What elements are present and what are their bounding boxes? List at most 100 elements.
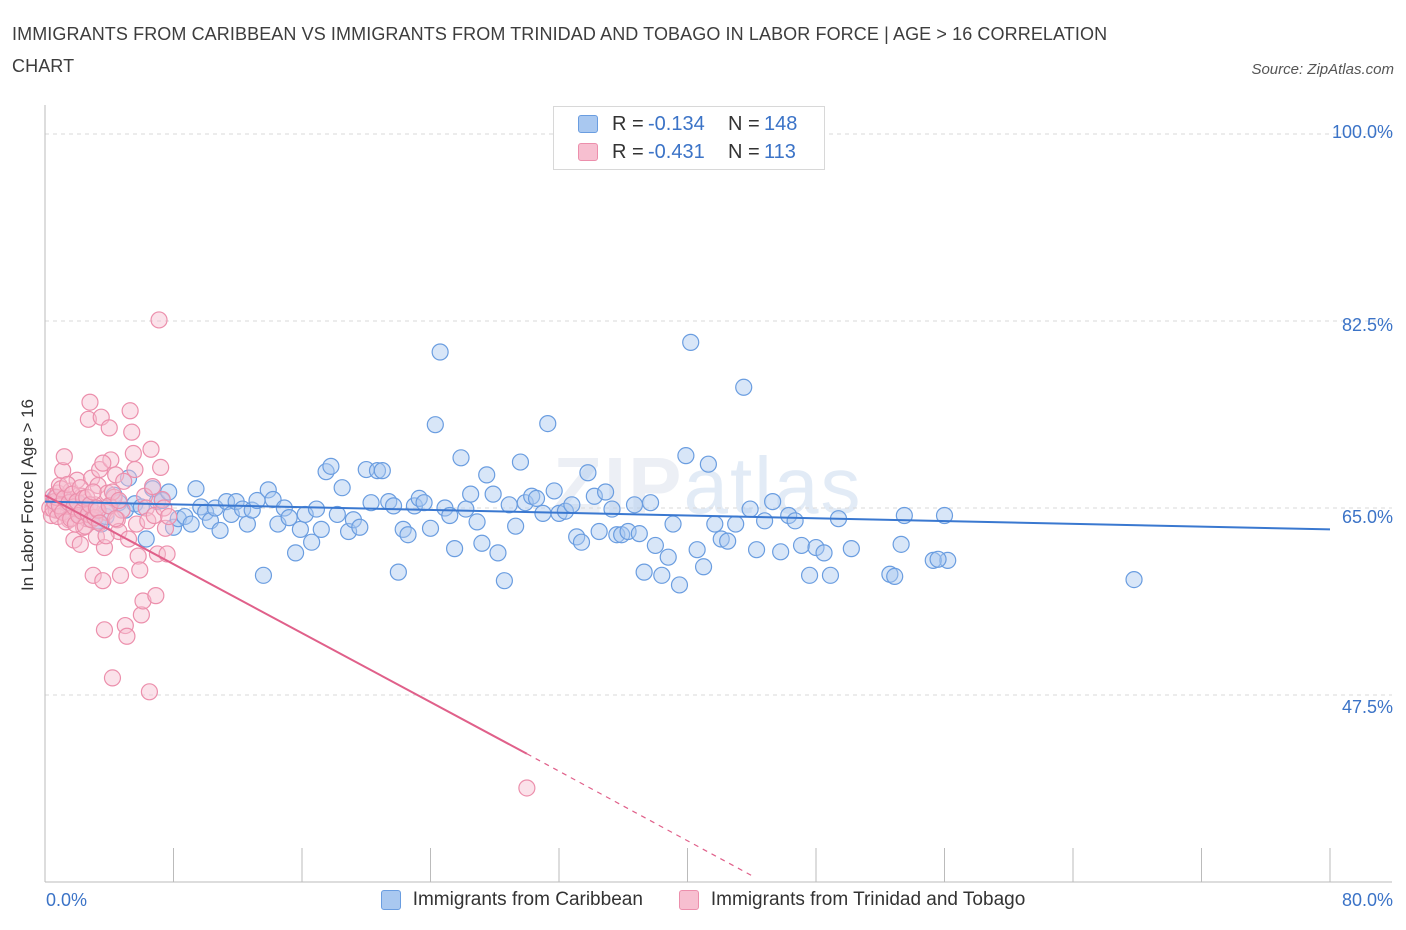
legend-swatch-caribbean xyxy=(380,890,401,910)
point-caribbean xyxy=(630,525,648,543)
point-caribbean xyxy=(303,533,321,551)
legend-n-value: 113 xyxy=(764,140,796,163)
legend-n-label: N = xyxy=(728,140,760,163)
source-label: Source: ZipAtlas.com xyxy=(1251,61,1394,78)
point-caribbean xyxy=(312,520,330,538)
point-caribbean xyxy=(585,487,603,505)
point-caribbean xyxy=(394,520,412,538)
point-caribbean xyxy=(527,489,546,507)
point-trinidad xyxy=(150,311,168,329)
point-caribbean xyxy=(399,526,417,544)
point-caribbean xyxy=(119,469,138,487)
legend-n-label: N = xyxy=(728,112,760,135)
point-trinidad xyxy=(127,515,146,533)
point-trinidad xyxy=(140,683,159,701)
legend-r-label: R = xyxy=(612,112,644,135)
grid-lines xyxy=(45,133,1392,696)
point-caribbean xyxy=(688,541,706,559)
y-axis-label: In Labor Force | Age > 16 xyxy=(18,398,37,592)
point-caribbean xyxy=(772,543,790,561)
point-caribbean xyxy=(563,496,581,514)
point-caribbean xyxy=(187,480,205,498)
point-trinidad xyxy=(131,561,149,579)
point-caribbean xyxy=(468,513,486,531)
legend-label-trinidad: Immigrants from Trinidad and Tobago xyxy=(710,889,1026,910)
point-caribbean xyxy=(462,485,480,503)
point-caribbean xyxy=(286,544,305,562)
x-axis-min-label: 0.0% xyxy=(46,890,88,910)
point-caribbean xyxy=(421,519,440,537)
point-trinidad xyxy=(113,501,131,519)
legend-label-caribbean: Immigrants from Caribbean xyxy=(412,889,643,910)
point-trinidad xyxy=(103,483,122,501)
point-caribbean xyxy=(755,512,774,530)
point-trinidad xyxy=(160,507,178,526)
point-caribbean xyxy=(800,566,819,584)
legend-swatch-trinidad xyxy=(678,890,699,910)
legend-r-value: -0.134 xyxy=(648,112,705,135)
point-caribbean xyxy=(712,530,730,548)
legend-swatch-caribbean xyxy=(578,115,598,133)
point-caribbean xyxy=(886,567,904,586)
point-caribbean xyxy=(137,530,155,548)
point-caribbean xyxy=(556,502,575,520)
point-caribbean xyxy=(322,457,340,475)
point-caribbean xyxy=(484,485,502,503)
point-caribbean xyxy=(719,532,737,550)
x-axis-max-label: 80.0% xyxy=(1341,890,1393,910)
point-trinidad xyxy=(81,393,99,411)
point-caribbean xyxy=(664,515,682,533)
point-caribbean xyxy=(625,496,644,514)
legend-item-trinidad[interactable]: Immigrants from Trinidad and Tobago xyxy=(678,889,1026,911)
chart-title: IMMIGRANTS FROM CARIBBEAN VS IMMIGRANTS … xyxy=(12,24,1108,76)
point-caribbean xyxy=(590,522,608,541)
legend-swatch-trinidad xyxy=(578,143,598,161)
point-caribbean xyxy=(259,481,277,499)
point-caribbean xyxy=(211,521,229,540)
point-trinidad xyxy=(116,616,134,635)
point-caribbean xyxy=(568,528,586,546)
point-caribbean xyxy=(821,566,840,584)
point-trinidad xyxy=(94,572,112,590)
point-caribbean xyxy=(596,483,615,501)
point-caribbean xyxy=(291,520,309,538)
point-caribbean xyxy=(1125,571,1143,589)
point-trinidad xyxy=(132,606,150,624)
series-caribbean xyxy=(46,333,1143,594)
point-caribbean xyxy=(351,518,369,536)
point-trinidad xyxy=(110,491,128,510)
point-trinidad xyxy=(107,510,125,528)
point-caribbean xyxy=(373,462,391,480)
point-caribbean xyxy=(452,449,470,467)
point-caribbean xyxy=(507,517,525,535)
point-trinidad xyxy=(84,566,102,584)
point-trinidad xyxy=(79,410,97,428)
point-caribbean xyxy=(641,494,660,512)
point-caribbean xyxy=(478,466,496,484)
point-caribbean xyxy=(489,544,507,562)
point-trinidad xyxy=(111,566,130,584)
legend-r-value: -0.431 xyxy=(648,140,705,163)
point-trinidad xyxy=(94,454,112,472)
point-caribbean xyxy=(275,499,293,517)
point-caribbean xyxy=(741,500,759,518)
legend-n-value: 148 xyxy=(764,112,798,135)
point-caribbean xyxy=(735,378,753,396)
point-caribbean xyxy=(608,526,626,544)
point-caribbean xyxy=(254,566,273,584)
point-caribbean xyxy=(792,536,811,555)
point-caribbean xyxy=(368,462,387,480)
point-caribbean xyxy=(445,540,464,558)
point-trinidad xyxy=(126,460,144,479)
point-trinidad xyxy=(518,779,536,797)
point-caribbean xyxy=(495,572,513,590)
legend-row-caribbean: R = -0.134 N = 148 xyxy=(578,112,797,136)
point-caribbean xyxy=(646,536,664,555)
point-trinidad xyxy=(71,535,89,553)
point-trinidad xyxy=(134,592,152,610)
point-trinidad xyxy=(84,483,102,501)
legend-item-caribbean[interactable]: Immigrants from Caribbean xyxy=(380,889,643,911)
point-caribbean xyxy=(384,497,403,515)
point-trinidad xyxy=(144,478,162,496)
series-legend: Immigrants from Caribbean Immigrants fro… xyxy=(0,889,1406,911)
